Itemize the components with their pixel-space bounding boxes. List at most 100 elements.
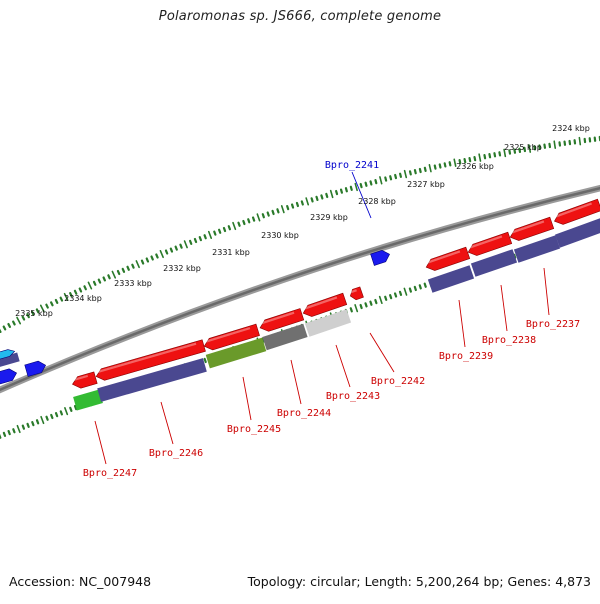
gene-arrow-bpro-2247-body (71, 372, 97, 390)
inner-scale-minor-tick (56, 413, 57, 416)
outer-scale-minor-tick (292, 205, 293, 208)
inner-scale-minor-tick (415, 287, 416, 290)
outer-scale-minor-tick (200, 237, 201, 240)
inner-scale-minor-tick (400, 292, 401, 295)
inner-scale-minor-tick (420, 285, 421, 288)
outer-scale-minor-tick (229, 226, 230, 229)
inner-scale-minor-tick (375, 300, 376, 303)
inner-scale-minor-tick (366, 303, 367, 306)
inner-scale-major-tick (17, 426, 19, 433)
outer-scale-major-tick (380, 177, 382, 184)
outer-scale-minor-tick (147, 259, 148, 262)
inner-scale-major-tick (404, 288, 406, 295)
outer-scale-minor-tick (302, 201, 303, 204)
inner-scale-minor-tick (32, 422, 33, 425)
outer-scale-minor-tick (94, 282, 95, 285)
map-title: Polaromonas sp. JS666, complete genome (0, 9, 600, 24)
outer-scale-minor-tick (390, 176, 391, 179)
outer-scale-major-tick (405, 171, 407, 178)
inner-scale-major-tick (41, 417, 43, 424)
outer-scale-minor-tick (489, 154, 490, 157)
inner-scale-minor-tick (51, 415, 52, 418)
outer-scale-major-tick (429, 165, 431, 172)
gene-label-leader (544, 268, 549, 315)
outer-scale-minor-tick (435, 166, 436, 169)
outer-scale-minor-tick (494, 153, 495, 156)
outer-scale-minor-tick (214, 232, 215, 235)
outer-scale-major-tick (331, 191, 333, 198)
gene-label[interactable]: Bpro_2237 (526, 319, 580, 330)
outer-scale-minor-tick (118, 271, 119, 274)
inner-scale-major-tick (380, 297, 382, 304)
outer-scale-major-tick (209, 232, 211, 239)
gene-label[interactable]: Bpro_2242 (371, 376, 425, 387)
outer-scale-minor-tick (152, 257, 153, 260)
gene-label[interactable]: Bpro_2247 (83, 468, 137, 479)
outer-scale-major-tick (88, 282, 91, 288)
outer-scale-minor-tick (132, 265, 133, 268)
outer-scale-minor-tick (336, 191, 337, 194)
gene-label[interactable]: Bpro_2239 (439, 351, 493, 362)
inner-scale-minor-tick (361, 305, 362, 308)
scale-label: 2328 kbp (358, 197, 396, 206)
outer-scale-minor-tick (195, 239, 196, 242)
accession-text: Accession: NC_007948 (9, 574, 151, 589)
gene-label[interactable]: Bpro_2241 (325, 160, 379, 171)
outer-scale-minor-tick (171, 249, 172, 252)
outer-scale-minor-tick (56, 300, 57, 303)
outer-scale-minor-tick (277, 209, 278, 212)
outer-scale-major-tick (479, 154, 480, 161)
outer-scale-minor-tick (366, 183, 367, 186)
outer-scale-minor-tick (253, 218, 254, 221)
gene-label[interactable]: Bpro_2244 (277, 408, 331, 419)
outer-scale-minor-tick (142, 261, 143, 264)
outer-scale-minor-tick (190, 241, 191, 244)
inner-scale-minor-tick (4, 433, 5, 436)
outer-scale-minor-tick (13, 322, 14, 325)
outer-scale-major-tick (160, 251, 163, 257)
inner-scale-minor-tick (9, 431, 10, 434)
outer-scale-minor-tick (385, 177, 386, 180)
gene-arrow-bpro-2247 (71, 372, 97, 390)
scale-label: 2329 kbp (310, 213, 348, 222)
gene-label-leader (336, 345, 350, 387)
scale-label: 2333 kbp (114, 279, 152, 288)
outer-scale-major-tick (233, 223, 235, 230)
outer-scale-minor-tick (128, 267, 129, 270)
gene-label-leader (352, 172, 371, 218)
genome-summary-text: Topology: circular; Length: 5,200,264 bp… (248, 574, 591, 589)
outer-scale-major-tick (136, 261, 139, 267)
inner-scale-minor-tick (23, 426, 24, 429)
outer-scale-minor-tick (51, 302, 52, 305)
outer-scale-minor-tick (297, 203, 298, 206)
scale-label: 2326 kbp (456, 162, 494, 171)
outer-scale-major-tick (579, 138, 580, 145)
outer-scale-minor-tick (326, 194, 327, 197)
outer-scale-minor-tick (346, 188, 347, 191)
outer-scale-minor-tick (287, 206, 288, 209)
outer-scale-minor-tick (445, 163, 446, 166)
inner-scale-minor-tick (425, 284, 426, 287)
inner-scale-minor-tick (410, 289, 411, 292)
gene-label[interactable]: Bpro_2238 (482, 335, 536, 346)
outer-scale-minor-tick (166, 251, 167, 254)
outer-scale-minor-tick (8, 324, 9, 327)
gene-arrow-bpro-2242 (349, 287, 364, 301)
outer-scale-minor-tick (123, 269, 124, 272)
inner-scale-minor-tick (70, 408, 71, 411)
outer-scale-minor-tick (410, 171, 411, 174)
outer-scale-major-tick (306, 198, 308, 205)
gene-label[interactable]: Bpro_2245 (227, 424, 281, 435)
outer-scale-minor-tick (317, 197, 318, 200)
genome-backbone-core (0, 187, 600, 392)
outer-scale-minor-tick (273, 211, 274, 214)
outer-scale-minor-tick (104, 277, 105, 280)
inner-scale-minor-tick (28, 424, 29, 427)
outer-scale-minor-tick (420, 169, 421, 172)
scale-label: 2324 kbp (552, 124, 590, 133)
gene-label[interactable]: Bpro_2243 (326, 391, 380, 402)
gene-label[interactable]: Bpro_2246 (149, 448, 203, 459)
inner-scale-minor-tick (385, 297, 386, 300)
